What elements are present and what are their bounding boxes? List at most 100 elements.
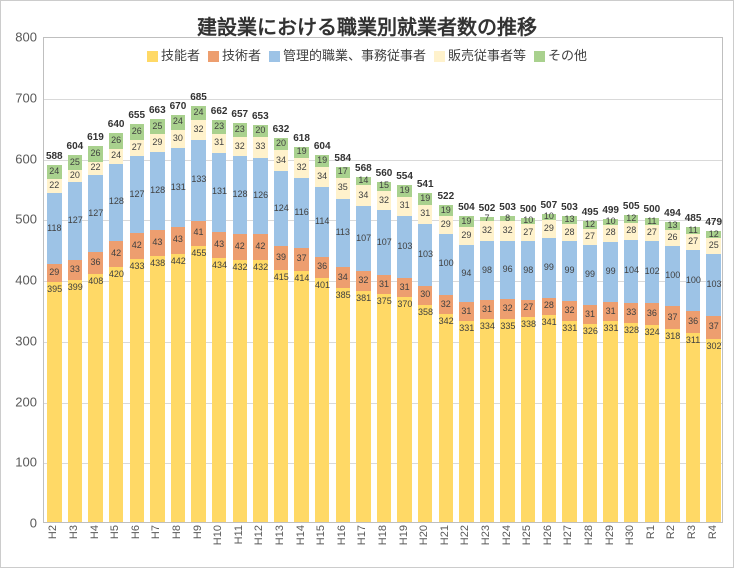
gridline <box>44 160 722 161</box>
bar-segment <box>624 240 638 303</box>
bar-segment <box>583 324 597 522</box>
bar-segment <box>191 246 205 522</box>
bar-segment <box>397 297 411 522</box>
bar-segment <box>377 182 391 191</box>
bar-segment <box>336 288 350 522</box>
bar-segment <box>315 155 329 167</box>
chart-title: 建設業における職業別就業者数の推移 <box>1 11 733 40</box>
bar-segment <box>583 245 597 305</box>
bar-segment <box>274 150 288 171</box>
bar-segment <box>645 218 659 225</box>
bar-segment <box>521 300 535 316</box>
bar-total-label: 554 <box>396 172 413 182</box>
bar-segment <box>521 224 535 240</box>
bar-segment <box>47 193 61 265</box>
bar-total-label: 560 <box>375 169 392 179</box>
bar-segment <box>356 271 370 290</box>
bar-segment <box>294 248 308 270</box>
bar-segment <box>171 254 185 523</box>
bar-segment <box>583 305 597 324</box>
bar-segment <box>624 323 638 522</box>
x-axis-tick-label: H11 <box>233 525 245 544</box>
bar-segment <box>356 177 370 186</box>
bar-segment <box>397 197 411 216</box>
bar-segment <box>294 271 308 523</box>
bar-total-label: 604 <box>66 142 83 152</box>
bar-segment <box>294 178 308 248</box>
bar-segment <box>562 224 576 241</box>
bar-segment <box>665 246 679 307</box>
bar-segment <box>665 306 679 328</box>
bar-total-label: 568 <box>355 164 372 174</box>
x-axis-tick-label: H8 <box>171 525 183 539</box>
bar-segment <box>253 137 267 157</box>
bar-total-label: 670 <box>169 102 186 112</box>
bar-segment <box>212 153 226 233</box>
x-axis-tick-label: H26 <box>542 525 554 545</box>
x-axis-tick-label: R1 <box>645 525 657 539</box>
bar-segment <box>397 185 411 197</box>
bar-segment <box>47 264 61 282</box>
bar-segment <box>542 315 556 522</box>
bar-segment <box>418 286 432 304</box>
bar-segment <box>542 214 556 220</box>
bar-total-label: 503 <box>561 203 578 213</box>
bar-segment <box>645 241 659 303</box>
bar-segment <box>150 256 164 522</box>
bar-segment <box>500 319 514 523</box>
x-axis-tick-label: H16 <box>336 525 348 545</box>
bar-segment <box>233 234 247 260</box>
bar-segment <box>130 259 144 522</box>
bar-segment <box>150 119 164 134</box>
bar-segment <box>480 241 494 301</box>
x-axis-tick-label: R2 <box>665 525 677 539</box>
bar-segment <box>47 165 61 180</box>
bar-segment <box>212 232 226 258</box>
bar-segment <box>68 170 82 182</box>
bar-segment <box>603 242 617 302</box>
bar-segment <box>500 241 514 299</box>
bar-segment <box>150 152 164 230</box>
bar-segment <box>47 282 61 522</box>
bar-total-label: 500 <box>643 205 660 215</box>
bar-total-label: 541 <box>417 180 434 190</box>
bar-segment <box>397 216 411 279</box>
bar-segment <box>253 234 267 260</box>
bar-segment <box>274 138 288 150</box>
bar-segment <box>459 227 473 245</box>
bar-segment <box>68 155 82 170</box>
bar-segment <box>356 185 370 206</box>
bar-total-label: 663 <box>149 106 166 116</box>
x-axis-tick-label: H5 <box>109 525 121 539</box>
bar-segment <box>88 175 102 252</box>
y-axis-tick-label: 600 <box>5 151 37 166</box>
bar-segment <box>686 227 700 234</box>
bar-segment <box>68 182 82 259</box>
bar-segment <box>191 140 205 221</box>
x-axis-tick-label: H28 <box>583 525 595 545</box>
bar-segment <box>603 219 617 225</box>
bar-segment <box>562 301 576 320</box>
bar-segment <box>439 205 453 217</box>
bar-segment <box>356 291 370 522</box>
bar-segment <box>603 302 617 321</box>
bar-segment <box>274 171 288 246</box>
bar-segment <box>418 205 432 224</box>
x-axis-tick-label: H12 <box>253 525 265 545</box>
bar-segment <box>88 146 102 162</box>
y-axis-tick-label: 800 <box>5 30 37 45</box>
x-axis-tick-label: H14 <box>295 525 307 545</box>
bar-segment <box>542 298 556 315</box>
bar-segment <box>542 220 556 238</box>
bar-segment <box>459 302 473 321</box>
bar-segment <box>480 217 494 221</box>
bar-segment <box>109 267 123 522</box>
bar-segment <box>88 252 102 274</box>
x-axis-tick-label: H15 <box>315 525 327 545</box>
bar-segment <box>459 216 473 228</box>
bar-total-label: 495 <box>581 208 598 218</box>
x-axis-tick-label: H9 <box>192 525 204 539</box>
bar-segment <box>47 179 61 192</box>
x-axis-tick-label: H23 <box>480 525 492 545</box>
bar-total-label: 655 <box>128 111 145 121</box>
